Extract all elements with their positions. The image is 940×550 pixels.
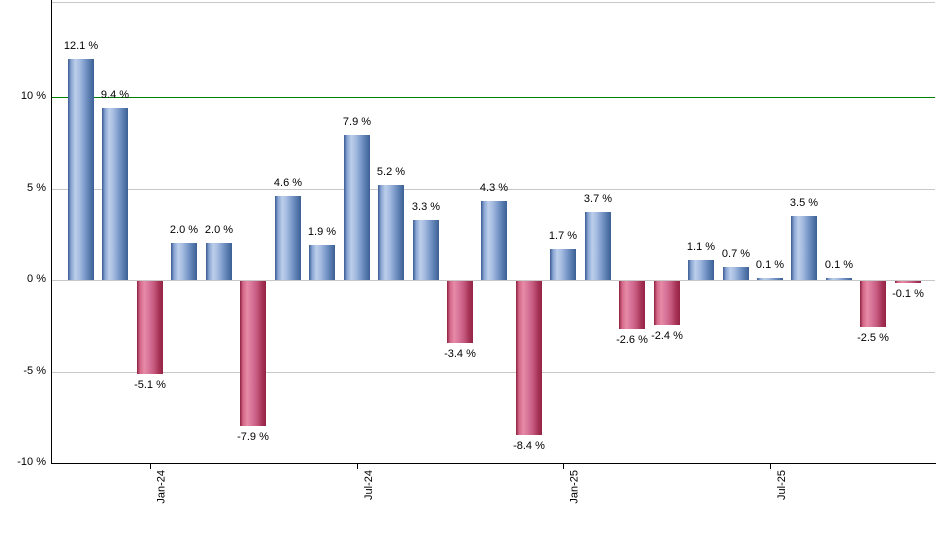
gridline [52,280,935,281]
positive-bar [171,243,197,280]
negative-bar [860,281,886,327]
bar-value-label: 4.3 % [479,182,509,194]
positive-bar [68,59,94,280]
positive-bar [791,216,817,280]
bar-value-label: 0.1 % [755,259,785,271]
bar-value-label: -5.1 % [134,379,166,391]
gridline [52,372,935,373]
positive-bar [275,196,301,280]
y-axis-tick-label: -5 % [23,365,46,377]
bar-value-label: 4.6 % [273,177,303,189]
bar-value-label: 12.1 % [63,40,99,52]
bar-value-label: 3.7 % [583,193,613,205]
bar-value-label: -0.1 % [892,288,924,300]
x-axis-tick-label: Jan-24 [156,470,168,504]
positive-bar [481,201,507,280]
bar-value-label: -2.4 % [651,330,683,342]
bar-value-label: 3.3 % [411,201,441,213]
positive-bar [206,243,232,280]
bar-value-label: 2.0 % [169,224,199,236]
bar-value-label: 9.4 % [100,89,130,101]
plot-frame-top [51,2,935,3]
negative-bar [447,281,473,343]
bar-value-label: -2.6 % [616,334,648,346]
positive-bar [826,278,852,280]
x-axis-tick-label: Jan-25 [569,470,581,504]
y-axis-tick-label: 0 % [27,273,46,285]
bar-value-label: 7.9 % [342,116,372,128]
negative-bar [619,281,645,329]
bar-value-label: 3.5 % [789,197,819,209]
positive-bar [102,108,128,280]
bar-value-label: 1.1 % [686,241,716,253]
y-axis-tick-label: 10 % [20,90,46,102]
negative-bar [240,281,266,426]
bar-value-label: -8.4 % [513,440,545,452]
y-axis-line [51,0,52,464]
positive-bar [413,220,439,280]
bar-value-label: -7.9 % [237,431,269,443]
positive-bar [688,260,714,280]
negative-bar [895,281,921,283]
positive-bar [585,212,611,280]
x-axis-tick-mark [150,464,151,469]
negative-bar [137,281,163,374]
positive-bar [378,185,404,280]
bar-value-label: 5.2 % [376,166,406,178]
x-axis-tick-mark [357,464,358,469]
x-axis-tick-label: Jul-24 [363,470,375,500]
positive-bar [344,135,370,280]
y-axis-tick-label: 5 % [27,182,46,194]
positive-bar [309,245,335,280]
bar-value-label: 0.1 % [824,259,854,271]
reference-line [52,97,935,98]
bar-value-label: 2.0 % [204,224,234,236]
y-axis-tick-label: -10 % [17,456,46,468]
x-axis-tick-mark [563,464,564,469]
bar-value-label: 1.9 % [307,226,337,238]
bar-value-label: -3.4 % [444,348,476,360]
bar-value-label: 0.7 % [721,248,751,260]
negative-bar [654,281,680,325]
negative-bar [516,281,542,435]
positive-bar [757,278,783,280]
positive-bar [550,249,576,280]
gridline [52,189,935,190]
bar-value-label: 1.7 % [548,230,578,242]
bar-value-label: -2.5 % [857,332,889,344]
x-axis-tick-label: Jul-25 [776,470,788,500]
x-axis-line [51,463,936,464]
x-axis-tick-mark [770,464,771,469]
positive-bar [723,267,749,280]
